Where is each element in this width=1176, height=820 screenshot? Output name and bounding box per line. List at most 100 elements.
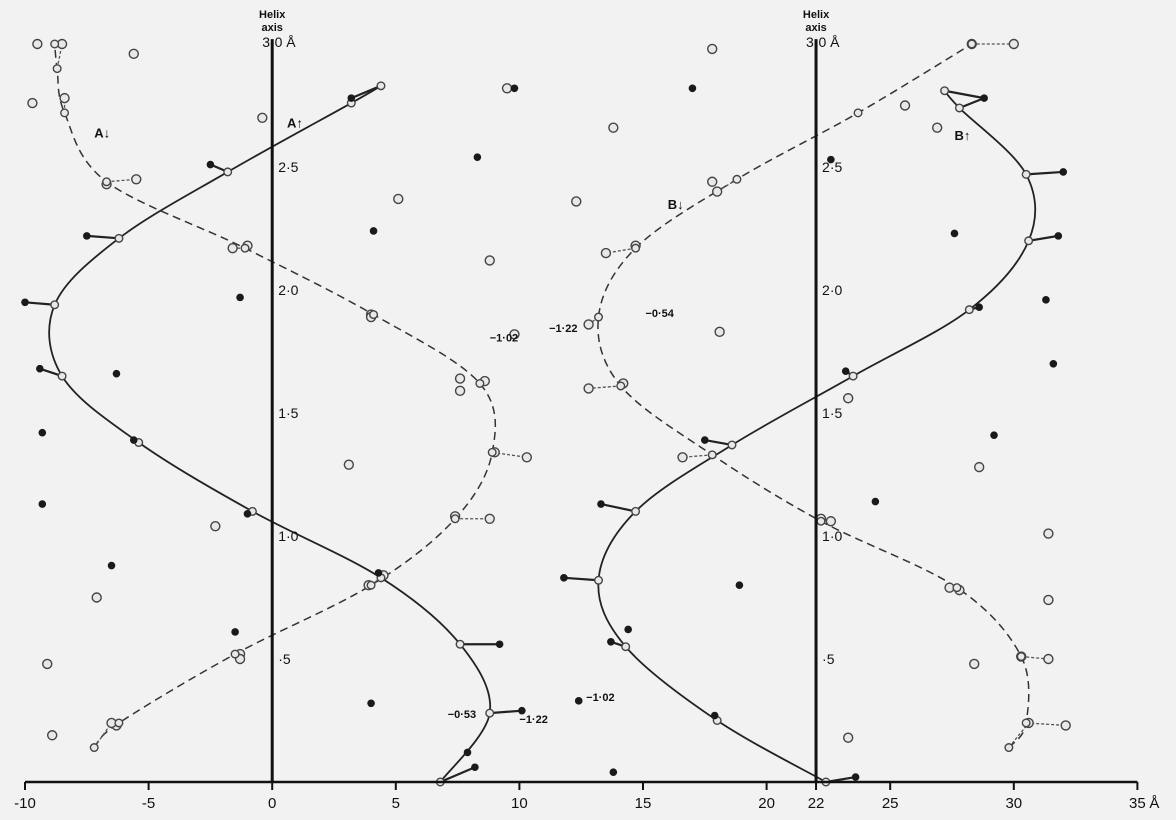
value-annotation-8: −1·22 (519, 714, 547, 726)
strand-node-1-11 (52, 64, 62, 74)
strand-node-1-12 (50, 39, 60, 49)
strand-node-2-10 (954, 103, 964, 113)
open-atom-63 (842, 393, 854, 404)
strand-node-1-6 (475, 378, 485, 388)
bond-3-6 (588, 385, 621, 390)
value-annotation-4: −1·02 (490, 333, 518, 345)
x-axis-unit-label: Å (1149, 795, 1159, 812)
filled-atom-25 (827, 155, 835, 164)
filled-atom-39 (975, 303, 983, 312)
open-atom-33 (484, 255, 495, 266)
open-atom-44 (707, 176, 718, 187)
filled-atom-13 (473, 153, 482, 161)
strand-node-1-4 (450, 514, 460, 524)
helix-height-label-0-2: 1·5 (278, 405, 298, 421)
open-atom-17 (343, 459, 355, 470)
strand-node-3-5 (707, 450, 717, 460)
x-tick-label-5: 15 (635, 795, 652, 812)
strand-label-0: A↑ (287, 116, 303, 131)
filled-atom-43 (560, 574, 568, 582)
helix-axis-top-label-0: 3·0 Å (262, 34, 296, 50)
strand-node-0-1 (485, 708, 495, 718)
open-atom-20 (210, 520, 221, 532)
strand-1 (53, 43, 497, 749)
bonds-layer (24, 43, 1066, 784)
helix-height-label-1-4: ·5 (822, 651, 835, 667)
strand-node-1-2 (230, 649, 240, 659)
bond-0-11 (350, 84, 382, 100)
strand-node-2-6 (848, 371, 858, 381)
bond-2-4 (600, 502, 636, 513)
strand-node-3-6 (616, 381, 626, 391)
strand-node-1-10 (60, 108, 70, 118)
filled-atom-38 (1054, 232, 1063, 240)
filled-atom-15 (236, 293, 244, 302)
open-atom-26 (42, 658, 53, 670)
bond-0-7 (24, 301, 55, 306)
open-atom-62 (973, 461, 985, 473)
filled-atom-31 (735, 581, 744, 589)
filled-atom-24 (688, 84, 697, 93)
filled-atom-36 (980, 94, 988, 102)
open-atom-0 (32, 38, 43, 50)
x-tick-label-10: 35 (1129, 795, 1146, 812)
bond-3-9 (716, 178, 738, 193)
open-atom-18 (484, 513, 495, 524)
strand-node-3-8 (631, 243, 641, 253)
filled-atom-26 (950, 229, 959, 238)
open-atom-55 (1060, 720, 1071, 731)
open-atom-59 (1008, 38, 1019, 50)
open-atom-32 (393, 193, 404, 205)
filled-atom-4 (36, 364, 44, 373)
filled-atom-16 (112, 369, 121, 378)
value-annotation-7: −0·53 (448, 709, 476, 721)
strand-node-1-1 (114, 718, 124, 728)
strand-node-0-8 (114, 233, 124, 243)
strand-label-1: A↓ (94, 125, 110, 140)
x-tick-label-4: 10 (511, 795, 528, 812)
helix-height-label-1-2: 1·5 (822, 405, 842, 421)
strand-node-0-6 (57, 371, 67, 381)
x-tick-label-2: 0 (268, 795, 276, 812)
strand-node-2-4 (631, 506, 641, 516)
open-atom-15 (521, 452, 533, 463)
open-atom-4 (59, 92, 70, 104)
helix-axis-subtitle-0: axis (261, 22, 282, 34)
strand-node-2-3 (594, 575, 604, 585)
open-atom-52 (1043, 653, 1054, 665)
filled-atom-8 (495, 640, 504, 649)
helix-axis-top-label-1: 3·0 Å (806, 34, 840, 50)
helix-axis-subtitle-1: axis (805, 22, 826, 34)
open-atom-54 (969, 658, 980, 670)
bond-2-8 (1028, 234, 1059, 242)
x-tick-label-0: -10 (14, 795, 36, 812)
filled-atom-19 (107, 561, 116, 570)
open-atom-29 (46, 730, 58, 741)
strand-node-1-0 (89, 743, 99, 753)
strand-node-2-7 (964, 305, 974, 315)
bond-2-5 (704, 438, 733, 447)
strand-node-3-7 (594, 312, 604, 322)
filled-atom-34 (710, 711, 719, 720)
strand-node-3-10 (853, 108, 863, 118)
open-atom-61 (899, 100, 911, 111)
strand-node-2-9 (1021, 169, 1031, 179)
helix-height-label-0-0: 2·5 (278, 159, 298, 175)
filled-atom-32 (624, 625, 632, 634)
filled-atom-42 (597, 500, 605, 508)
open-atom-36 (583, 319, 594, 330)
filled-atom-33 (607, 637, 615, 646)
open-atom-7 (131, 174, 142, 185)
filled-atom-11 (463, 748, 472, 757)
open-atom-13 (454, 373, 466, 384)
strand-node-0-7 (50, 300, 60, 310)
annotations-layer: A↑ A↓ B↑ B↓ −1·02 −1·22 −0·54 −0·53 −1·22 −1·02 (94, 116, 970, 726)
strand-node-1-5 (487, 447, 497, 457)
open-atom-47 (825, 516, 837, 527)
points-layer (21, 38, 1071, 787)
strand-node-3-9 (732, 174, 742, 184)
filled-atom-6 (243, 510, 252, 518)
strands-layer (48, 43, 1037, 783)
open-atom-2 (128, 48, 139, 60)
filled-atom-7 (374, 569, 383, 577)
